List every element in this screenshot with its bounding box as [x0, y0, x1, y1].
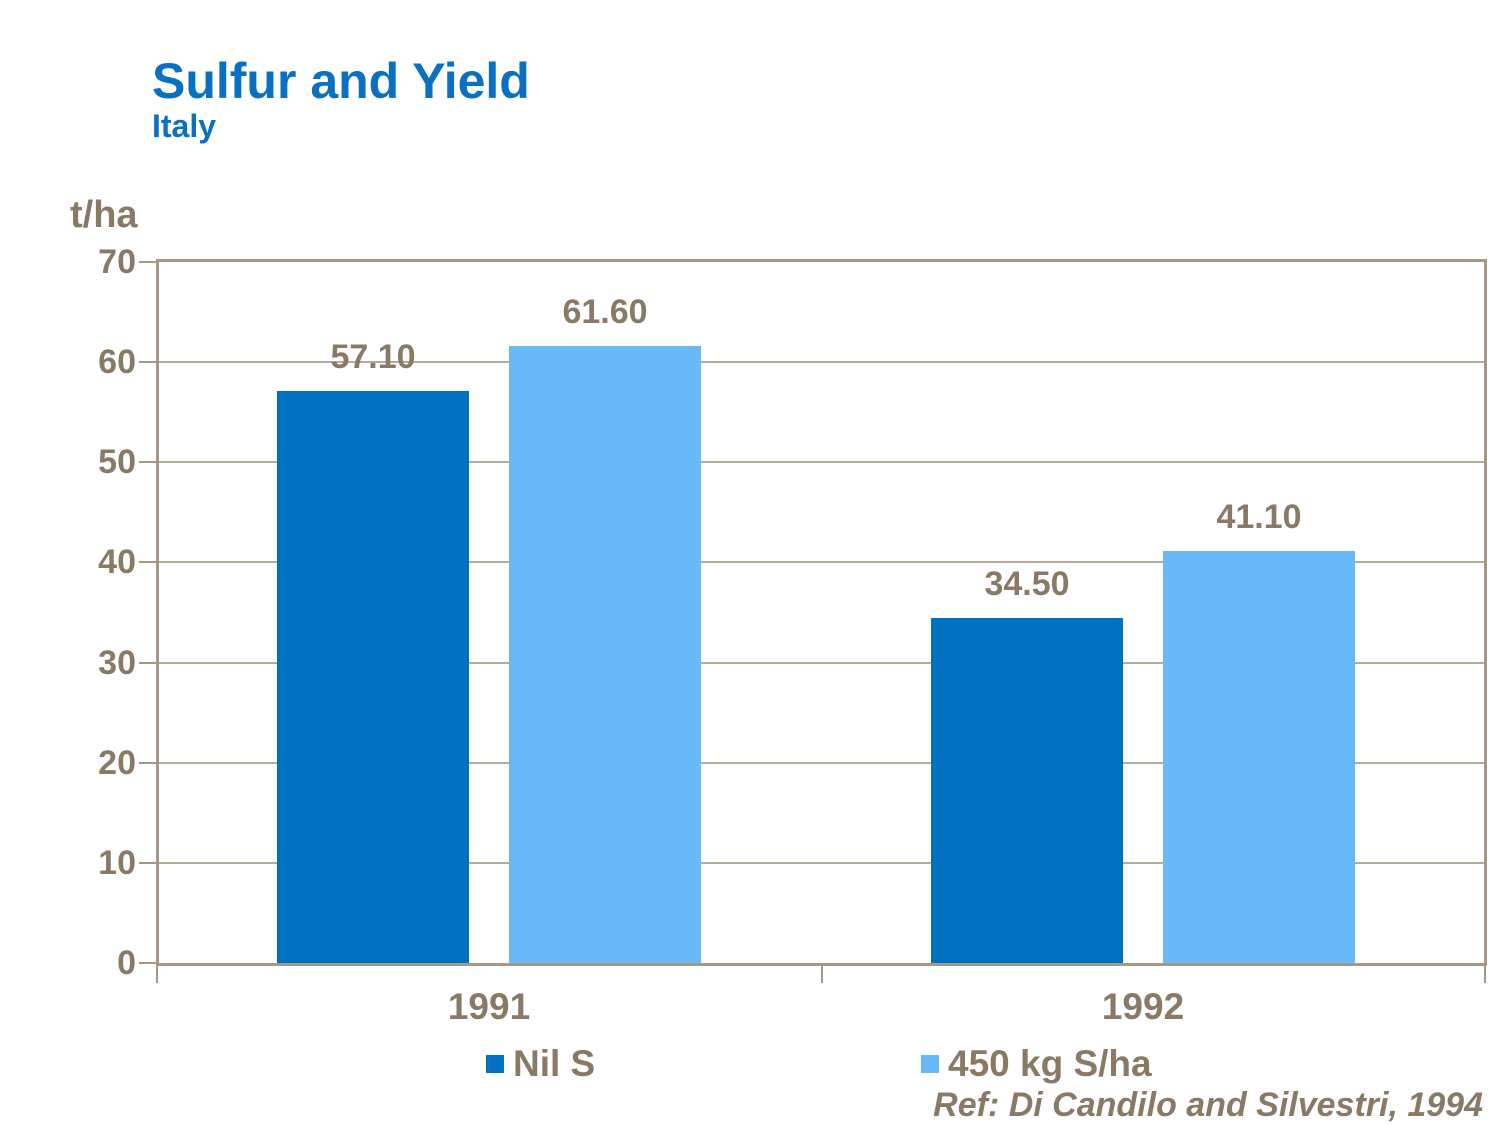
y-axis-unit-label: t/ha — [70, 194, 138, 236]
y-tick — [139, 461, 156, 464]
value-label: 34.50 — [984, 564, 1070, 603]
reference-text: Ref: Di Candilo and Silvestri, 1994 — [933, 1086, 1483, 1124]
x-axis-label: 1991 — [447, 986, 531, 1027]
bar — [931, 617, 1123, 963]
y-tick — [139, 561, 156, 564]
bar — [1163, 551, 1355, 963]
y-tick — [139, 661, 156, 664]
grid-line — [159, 561, 1484, 564]
grid-line — [159, 861, 1484, 864]
legend-swatch — [921, 1055, 939, 1073]
y-axis-label: 70 — [98, 243, 136, 281]
y-axis-label: 30 — [98, 643, 136, 682]
y-axis-label: 60 — [98, 343, 136, 382]
x-tick — [1484, 966, 1486, 983]
x-axis-label: 1992 — [1101, 986, 1185, 1027]
y-tick — [139, 361, 156, 364]
page-title: Sulfur and Yield — [152, 53, 530, 109]
value-label: 41.10 — [1216, 498, 1302, 537]
legend-item: Nil S — [486, 1043, 596, 1084]
y-tick — [139, 962, 156, 964]
value-label: 57.10 — [330, 338, 416, 377]
legend-label: Nil S — [513, 1043, 596, 1084]
y-tick — [139, 861, 156, 864]
y-axis-label: 10 — [98, 843, 136, 882]
bar — [277, 391, 469, 963]
grid-line — [159, 661, 1484, 664]
bar — [509, 346, 701, 963]
x-tick — [156, 966, 158, 983]
grid-line — [159, 361, 1484, 364]
plot-area: 57.10 61.60 34.50 41.10 — [139, 259, 1487, 983]
legend-item: 450 kg S/ha — [921, 1043, 1152, 1084]
y-tick — [139, 761, 156, 764]
y-axis-label: 50 — [98, 443, 136, 482]
y-axis-label: 0 — [117, 944, 136, 982]
legend-label: 450 kg S/ha — [948, 1043, 1152, 1084]
value-label: 61.60 — [562, 293, 648, 332]
x-tick — [820, 966, 823, 983]
grid-line — [159, 761, 1484, 764]
legend-swatch — [486, 1055, 504, 1073]
y-axis-label: 20 — [98, 743, 136, 782]
y-axis-label: 40 — [98, 543, 136, 582]
grid-line — [159, 461, 1484, 464]
y-tick — [139, 261, 156, 263]
page-subtitle: Italy — [152, 108, 217, 144]
